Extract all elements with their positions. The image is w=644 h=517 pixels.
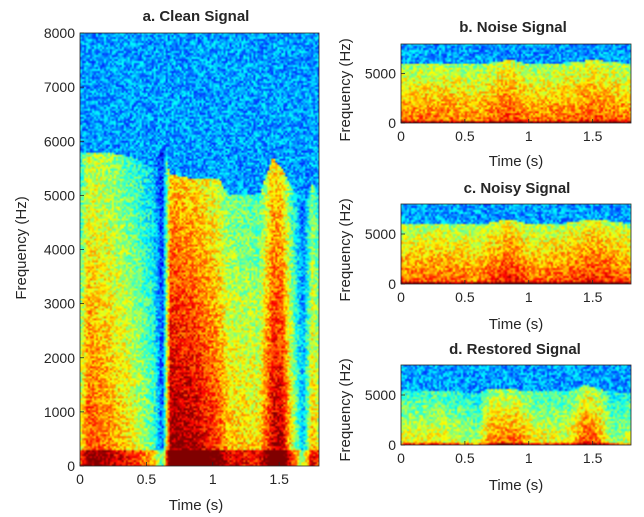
x-tick-label: 0.5 xyxy=(455,450,475,466)
y-axis-label: Frequency (Hz) xyxy=(337,358,354,461)
y-tick-label: 0 xyxy=(388,437,396,453)
spectrogram-plot xyxy=(400,364,632,446)
y-tick-label: 2000 xyxy=(44,350,75,366)
y-tick-label: 8000 xyxy=(44,25,75,41)
x-tick-labels: 0 0.5 1 1.5 xyxy=(76,462,289,487)
panel-clean-signal: a. Clean Signal 0 1000 2000 3000 4000 5000 600… xyxy=(13,8,320,514)
y-tick-labels: 0 1000 2000 3000 4000 5000 6000 7000 8000 xyxy=(44,25,84,474)
spectrogram-image xyxy=(80,33,319,466)
y-tick-label: 5000 xyxy=(365,66,396,82)
x-tick-label: 1 xyxy=(525,128,533,144)
x-tick-labels: 0 0.5 1 1.5 xyxy=(397,119,603,144)
y-tick-label: 5000 xyxy=(365,387,396,403)
x-tick-label: 1 xyxy=(525,289,533,305)
spectrogram-plot xyxy=(79,32,320,467)
x-tick-label: 1.5 xyxy=(583,450,603,466)
x-axis-label: Time (s) xyxy=(489,153,543,170)
x-axis-label: Time (s) xyxy=(489,477,543,494)
y-axis-label: Frequency (Hz) xyxy=(337,38,354,141)
y-tick-label: 3000 xyxy=(44,296,75,312)
y-tick-label: 4000 xyxy=(44,242,75,258)
spectrogram-image xyxy=(401,365,631,445)
y-tick-label: 6000 xyxy=(44,133,75,149)
x-tick-label: 0 xyxy=(76,471,84,487)
y-tick-label: 1000 xyxy=(44,404,75,420)
panel-title: b. Noise Signal xyxy=(459,19,567,36)
panel-restored-signal: d. Restored Signal 0 5000 0 0.5 1 1.5 Time (… xyxy=(337,341,632,494)
x-tick-labels: 0 0.5 1 1.5 xyxy=(397,280,603,305)
x-tick-label: 1 xyxy=(209,471,217,487)
spectrogram-image xyxy=(401,44,631,123)
panel-title: d. Restored Signal xyxy=(449,341,581,358)
x-tick-label: 0.5 xyxy=(455,289,475,305)
y-tick-labels: 0 5000 xyxy=(365,66,405,131)
x-tick-label: 0 xyxy=(397,289,405,305)
y-axis-label: Frequency (Hz) xyxy=(13,196,30,299)
y-tick-label: 5000 xyxy=(365,226,396,242)
x-tick-label: 0 xyxy=(397,128,405,144)
x-tick-labels: 0 0.5 1 1.5 xyxy=(397,441,603,466)
panel-title: a. Clean Signal xyxy=(143,8,250,25)
x-axis-label: Time (s) xyxy=(489,316,543,333)
y-tick-labels: 0 5000 xyxy=(365,226,405,292)
panel-title: c. Noisy Signal xyxy=(464,180,571,197)
x-tick-label: 1.5 xyxy=(583,128,603,144)
axes-box xyxy=(400,43,632,124)
axes-box xyxy=(400,364,632,446)
x-tick-label: 0 xyxy=(397,450,405,466)
x-axis-label: Time (s) xyxy=(169,497,223,514)
x-tick-label: 0.5 xyxy=(137,471,157,487)
x-tick-label: 1.5 xyxy=(583,289,603,305)
y-tick-label: 7000 xyxy=(44,79,75,95)
x-tick-label: 1 xyxy=(525,450,533,466)
y-tick-labels: 0 5000 xyxy=(365,387,405,453)
x-tick-label: 0.5 xyxy=(455,128,475,144)
axes-box xyxy=(400,203,632,285)
spectrogram-plot xyxy=(400,203,632,285)
y-tick-label: 0 xyxy=(388,276,396,292)
y-tick-label: 0 xyxy=(67,458,75,474)
spectrogram-image xyxy=(401,204,631,284)
y-axis-label: Frequency (Hz) xyxy=(337,198,354,301)
y-tick-label: 5000 xyxy=(44,187,75,203)
x-tick-label: 1.5 xyxy=(269,471,289,487)
spectrogram-plot xyxy=(400,43,632,124)
y-tick-label: 0 xyxy=(388,115,396,131)
